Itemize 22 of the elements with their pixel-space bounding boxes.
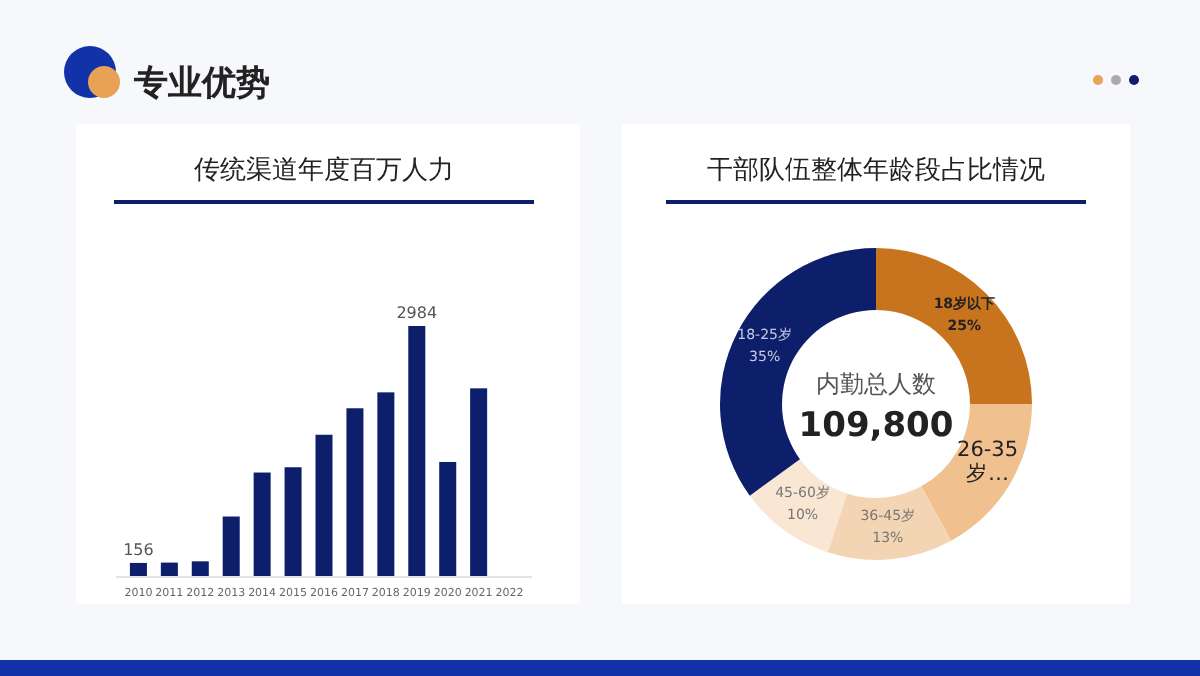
- bar: [160, 562, 178, 576]
- bar: [470, 388, 488, 576]
- text: 专业优势: [132, 64, 270, 104]
- data-label: 156: [123, 540, 154, 559]
- text: 109,800: [798, 406, 954, 446]
- chart-title: 传统渠道年度百万人力: [194, 154, 454, 186]
- bar: [377, 392, 395, 576]
- slice-label: 26-35岁…: [957, 437, 1019, 486]
- bar: [408, 326, 426, 576]
- bar: [439, 461, 457, 576]
- donut-slice: [749, 459, 847, 553]
- bar: [346, 408, 364, 576]
- chart-title: 干部队伍整体年龄段占比情况: [707, 156, 1045, 186]
- bar: [284, 467, 302, 576]
- donut-slice: [827, 486, 952, 560]
- bar: [129, 562, 147, 576]
- bar: [253, 472, 271, 576]
- text: 内勤总人数: [816, 370, 936, 398]
- data-label: 2984: [396, 304, 438, 322]
- bar: [222, 516, 240, 576]
- bar: [315, 434, 333, 576]
- bar: [191, 561, 209, 576]
